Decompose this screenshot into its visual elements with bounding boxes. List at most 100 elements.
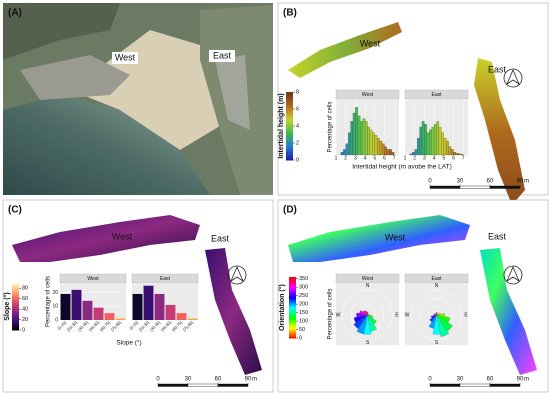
colorbar-step xyxy=(289,307,296,310)
rose-petal xyxy=(428,314,437,329)
panel-label: (C) xyxy=(8,205,22,216)
colorbar-step xyxy=(12,283,19,285)
bar xyxy=(436,121,440,156)
facet-title: West xyxy=(87,276,99,282)
colorbar-step xyxy=(289,312,296,315)
colorbar-step xyxy=(12,291,19,293)
bar xyxy=(381,143,385,156)
colorbar-step xyxy=(12,307,19,310)
colorbar-step xyxy=(286,136,293,139)
colorbar-step xyxy=(289,292,296,295)
colorbar-step xyxy=(289,296,296,299)
x-tick-label: 6 xyxy=(452,155,455,161)
bar xyxy=(340,152,344,156)
scale-segment xyxy=(187,383,219,387)
bar xyxy=(446,140,449,156)
colorbar-step xyxy=(289,315,296,318)
colorbar-step xyxy=(289,331,296,334)
colorbar-step xyxy=(12,322,19,325)
map-west xyxy=(12,215,200,262)
colorbar-step xyxy=(289,290,296,293)
colorbar-step xyxy=(286,129,293,132)
bar xyxy=(187,318,198,320)
rose-petal xyxy=(432,314,441,335)
facet-title: East xyxy=(431,276,442,282)
colorbar-title: Slope (°) xyxy=(3,292,11,320)
bar xyxy=(60,293,71,320)
rose-petal xyxy=(435,312,438,316)
panel-a xyxy=(3,3,273,195)
facet-title: East xyxy=(160,276,171,282)
bar xyxy=(374,135,378,156)
facet-title: West xyxy=(362,92,374,98)
colorbar-tick-label: 350 xyxy=(299,276,308,282)
colorbar-step xyxy=(12,317,19,319)
x-tick-label: 6 xyxy=(383,155,386,161)
colorbar-step xyxy=(12,321,19,324)
bar xyxy=(384,146,387,156)
colorbar-tick-label: 0 xyxy=(299,335,302,341)
colorbar-step xyxy=(12,312,19,315)
bar xyxy=(386,149,390,156)
colorbar-step xyxy=(12,320,19,323)
colorbar-step xyxy=(286,109,293,112)
polar-grid xyxy=(342,289,393,341)
colorbar-step xyxy=(286,110,293,113)
bar xyxy=(409,153,413,156)
colorbar-step xyxy=(12,301,19,304)
colorbar-step xyxy=(289,316,296,319)
colorbar-tick-label: 6 xyxy=(296,106,299,112)
colorbar-tick-label: 0 xyxy=(22,327,25,333)
rose-petal xyxy=(435,313,437,316)
colorbar-step xyxy=(289,327,296,330)
colorbar-step xyxy=(286,124,293,127)
colorbar-step xyxy=(286,148,293,151)
bar xyxy=(352,112,356,156)
bar xyxy=(460,154,464,156)
colorbar-step xyxy=(12,288,19,291)
scale-segment xyxy=(157,383,189,387)
colorbar-step xyxy=(286,137,293,141)
scale-segment xyxy=(489,383,521,387)
bar xyxy=(115,318,126,320)
colorbar-tick-label: 80 xyxy=(22,286,28,292)
panel-label: (D) xyxy=(283,205,297,216)
bar xyxy=(360,121,363,156)
bar xyxy=(426,132,430,156)
colorbar-tick-label: 4 xyxy=(296,123,299,129)
rose-petal xyxy=(359,310,368,316)
bar xyxy=(429,129,432,156)
direction-label: N xyxy=(366,283,370,289)
colorbar-step xyxy=(289,334,296,337)
rose-petal xyxy=(353,314,368,329)
panel-label: (A) xyxy=(8,8,22,19)
bar xyxy=(441,132,444,156)
colorbar-step xyxy=(12,313,19,316)
bar xyxy=(438,126,442,156)
bar xyxy=(391,152,395,156)
bar xyxy=(389,149,392,156)
bar xyxy=(357,115,361,156)
y-tick-label: 10 xyxy=(52,304,58,310)
bar xyxy=(377,138,380,156)
colorbar-step xyxy=(12,305,19,307)
colorbar-step xyxy=(289,309,296,312)
bar xyxy=(453,152,456,156)
direction-label: S xyxy=(435,340,439,346)
colorbar-step xyxy=(286,98,293,101)
bar xyxy=(362,118,366,156)
bar xyxy=(364,121,368,156)
colorbar-tick-label: 40 xyxy=(22,307,28,313)
colorbar-step xyxy=(289,319,296,322)
direction-label: E xyxy=(395,312,399,318)
map-label: West xyxy=(385,232,406,242)
panel-label: (B) xyxy=(283,8,297,19)
x-tick-label: 1 xyxy=(404,155,407,161)
bar xyxy=(458,153,461,156)
colorbar-step xyxy=(286,93,293,96)
rose-petal xyxy=(365,310,368,316)
rose-petal xyxy=(429,314,437,323)
map-label: West xyxy=(112,231,133,241)
colorbar-step xyxy=(286,97,293,100)
